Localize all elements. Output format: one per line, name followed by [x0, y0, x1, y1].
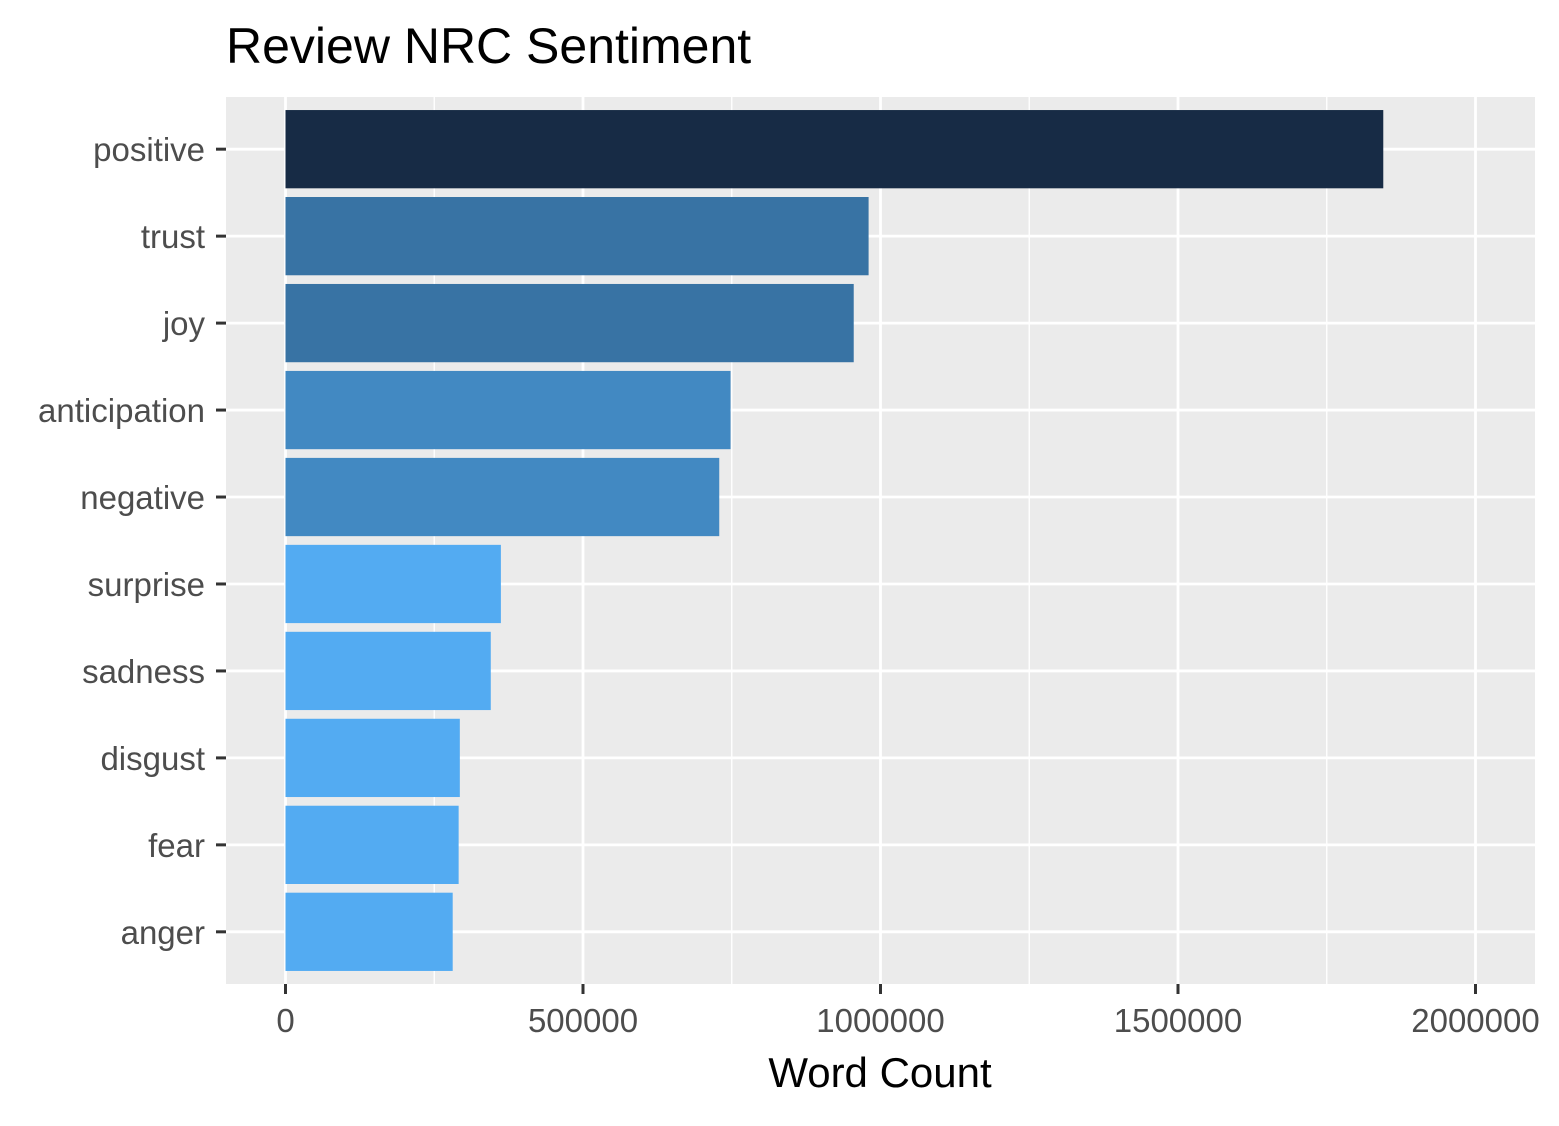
y-tick-label: trust	[141, 218, 205, 255]
y-tick-label: joy	[162, 305, 206, 342]
bar-fear	[285, 805, 459, 884]
bar-disgust	[285, 718, 460, 798]
x-tick-label: 1500000	[1114, 1002, 1242, 1039]
bar-negative	[285, 457, 720, 537]
y-tick-label: sadness	[82, 653, 205, 690]
bars-group	[285, 110, 1384, 971]
chart-title: Review NRC Sentiment	[226, 18, 751, 74]
x-tick-label: 2000000	[1411, 1002, 1539, 1039]
bar-trust	[285, 197, 869, 276]
y-tick-label: disgust	[100, 740, 205, 777]
bar-sadness	[285, 631, 491, 711]
y-axis: positive trust joy anticipation negative surp…	[38, 131, 226, 951]
x-axis-title: Word Count	[768, 1049, 992, 1096]
bar-anger	[285, 892, 453, 971]
x-tick-label: 1000000	[816, 1002, 944, 1039]
y-tick-label: surprise	[88, 566, 205, 603]
y-tick-label: positive	[93, 131, 205, 168]
bar-surprise	[285, 544, 501, 624]
y-tick-label: anticipation	[38, 392, 205, 429]
y-tick-label: anger	[121, 914, 205, 951]
x-tick-label: 0	[276, 1002, 294, 1039]
x-axis: 0 500000 1000000 1500000 2000000	[276, 984, 1540, 1039]
bar-joy	[285, 283, 854, 363]
bar-anticipation	[285, 370, 731, 450]
y-tick-label: negative	[80, 479, 205, 516]
bar-positive	[285, 110, 1384, 189]
x-tick-label: 500000	[528, 1002, 638, 1039]
y-tick-label: fear	[148, 827, 205, 864]
